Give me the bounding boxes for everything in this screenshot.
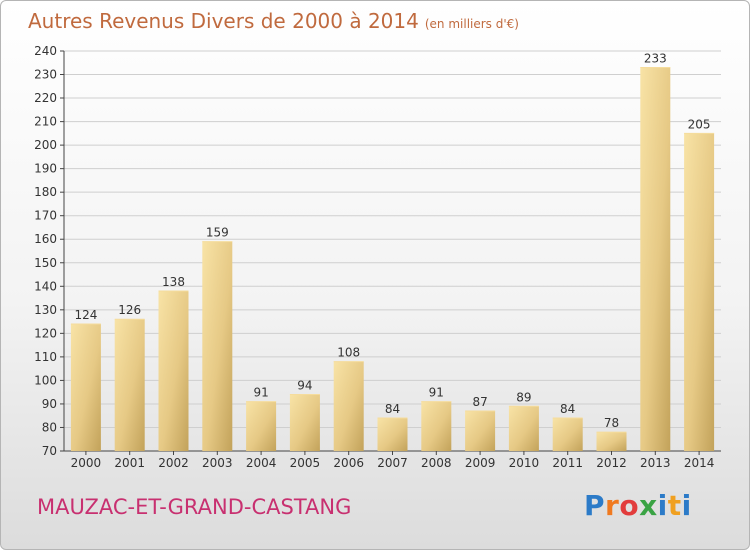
data-label: 91: [429, 386, 444, 400]
bar-2000: [70, 323, 101, 451]
x-tick-label: 2008: [421, 456, 452, 470]
x-tick-label: 2011: [552, 456, 583, 470]
data-label: 124: [74, 308, 97, 322]
bar-2006: [333, 361, 364, 451]
x-tick-label: 2004: [246, 456, 277, 470]
x-tick-label: 2000: [71, 456, 102, 470]
data-label: 78: [604, 416, 619, 430]
y-tick-label: 120: [34, 326, 57, 340]
data-label: 91: [253, 386, 268, 400]
bar-2011: [552, 418, 583, 451]
bar-2004: [246, 401, 277, 451]
y-tick-label: 180: [34, 185, 57, 199]
brand-logo: Proxiti: [584, 489, 692, 522]
x-tick-label: 2014: [684, 456, 715, 470]
bar-2001: [114, 319, 145, 451]
y-tick-label: 90: [42, 397, 57, 411]
data-label: 84: [560, 402, 575, 416]
x-tick-label: 2009: [465, 456, 496, 470]
y-tick-label: 110: [34, 350, 57, 364]
data-label: 87: [472, 395, 487, 409]
data-label: 233: [644, 51, 667, 65]
y-tick-label: 140: [34, 279, 57, 293]
bar-2013: [640, 67, 671, 452]
y-tick-label: 230: [34, 68, 57, 82]
data-labels: 124 126 138 159 91 94 108 84 91 87 89 84 78 233 205: [74, 51, 710, 430]
data-label: 126: [118, 303, 141, 317]
bar-2007: [377, 418, 408, 451]
y-tick-label: 80: [42, 420, 57, 434]
bar-2005: [289, 394, 320, 451]
bar-2010: [508, 406, 539, 451]
brand-letter: t: [667, 489, 682, 522]
y-tick-label: 220: [34, 91, 57, 105]
y-tick-label: 70: [42, 444, 57, 458]
y-tick-label: 130: [34, 303, 57, 317]
bar-2003: [202, 241, 233, 451]
x-tick-label: 2003: [202, 456, 233, 470]
brand-letter: o: [619, 489, 640, 522]
bar-2008: [421, 401, 452, 451]
brand-letter: P: [584, 489, 606, 522]
x-tick-label: 2013: [640, 456, 671, 470]
bar-2012: [596, 432, 627, 451]
x-tick-label: 2007: [377, 456, 408, 470]
data-label: 159: [206, 226, 229, 240]
data-label: 108: [337, 346, 360, 360]
brand-letter: i: [657, 489, 668, 522]
bar-2014: [684, 133, 715, 451]
y-tick-label: 170: [34, 209, 57, 223]
chart-title: Autres Revenus Divers de 2000 à 2014 (en …: [28, 9, 519, 33]
data-label: 94: [297, 379, 312, 393]
chart-title-text: Autres Revenus Divers de 2000 à 2014: [28, 9, 419, 33]
bar-2002: [158, 291, 189, 451]
data-label: 84: [385, 402, 400, 416]
x-tick-label: 2010: [509, 456, 540, 470]
y-tick-label: 150: [34, 256, 57, 270]
y-tick-label: 160: [34, 232, 57, 246]
x-tick-label: 2005: [290, 456, 321, 470]
chart-unit-note: (en milliers d'€): [424, 17, 519, 31]
data-label: 138: [162, 275, 185, 289]
y-tick-label: 240: [34, 44, 57, 58]
data-label: 205: [688, 117, 711, 131]
bar-2009: [465, 411, 496, 451]
y-tick-label: 190: [34, 162, 57, 176]
x-tick-label: 2002: [158, 456, 189, 470]
x-tick-label: 2012: [596, 456, 627, 470]
location-name: MAUZAC-ET-GRAND-CASTANG: [37, 495, 352, 519]
x-tick-label: 2006: [333, 456, 364, 470]
data-label: 89: [516, 390, 531, 404]
brand-letter: x: [639, 489, 658, 522]
x-tick-label: 2001: [114, 456, 145, 470]
bars: [70, 66, 715, 452]
y-tick-label: 210: [34, 115, 57, 129]
y-tick-label: 200: [34, 138, 57, 152]
brand-letter: r: [605, 489, 620, 522]
y-tick-label: 100: [34, 373, 57, 387]
brand-letter: i: [681, 489, 692, 522]
